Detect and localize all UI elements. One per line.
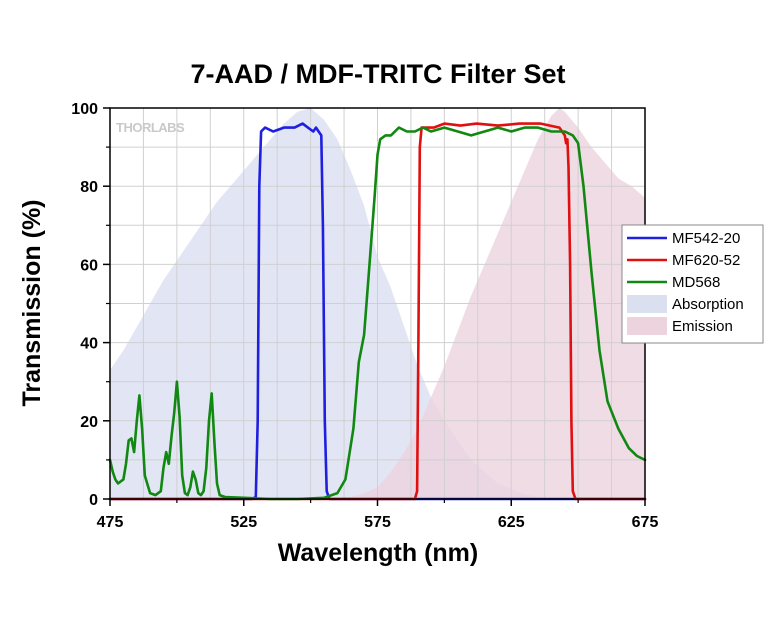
y-tick-label: 60 — [80, 257, 98, 274]
legend-label-emission: Emission — [672, 318, 733, 335]
x-tick-label: 525 — [230, 514, 257, 531]
y-tick-label: 100 — [71, 101, 98, 118]
legend-label-absorption: Absorption — [672, 296, 744, 313]
line-mf542-20 — [108, 122, 647, 501]
line-mf620-52 — [108, 122, 647, 501]
legend-swatch-absorption — [627, 295, 667, 313]
legend-swatch-emission — [627, 317, 667, 335]
x-axis-label: Wavelength (nm) — [278, 539, 478, 567]
y-tick-label: 20 — [80, 414, 98, 431]
legend: MF542-20 MF620-52 MD568 Absorption Emission — [621, 224, 764, 344]
watermark-logo: THORLABS — [116, 120, 185, 135]
y-tick-label: 80 — [80, 179, 98, 196]
axis-ticks: 475 525 575 625 675 0 20 40 60 80 100 — [71, 101, 658, 531]
x-tick-label: 475 — [97, 514, 124, 531]
y-tick-label: 40 — [80, 336, 98, 353]
x-tick-label: 575 — [364, 514, 391, 531]
legend-label-md568: MD568 — [672, 274, 720, 291]
gridlines — [110, 108, 645, 499]
legend-label-mf542-20: MF542-20 — [672, 230, 740, 247]
legend-label-mf620-52: MF620-52 — [672, 252, 740, 269]
chart-title: 7-AAD / MDF-TRITC Filter Set — [191, 59, 566, 89]
y-axis-label: Transmission (%) — [18, 200, 46, 407]
y-tick-label: 0 — [89, 492, 98, 509]
x-tick-label: 675 — [632, 514, 659, 531]
line-md568 — [108, 126, 647, 501]
x-tick-label: 625 — [498, 514, 525, 531]
line-series-layer — [108, 122, 647, 501]
